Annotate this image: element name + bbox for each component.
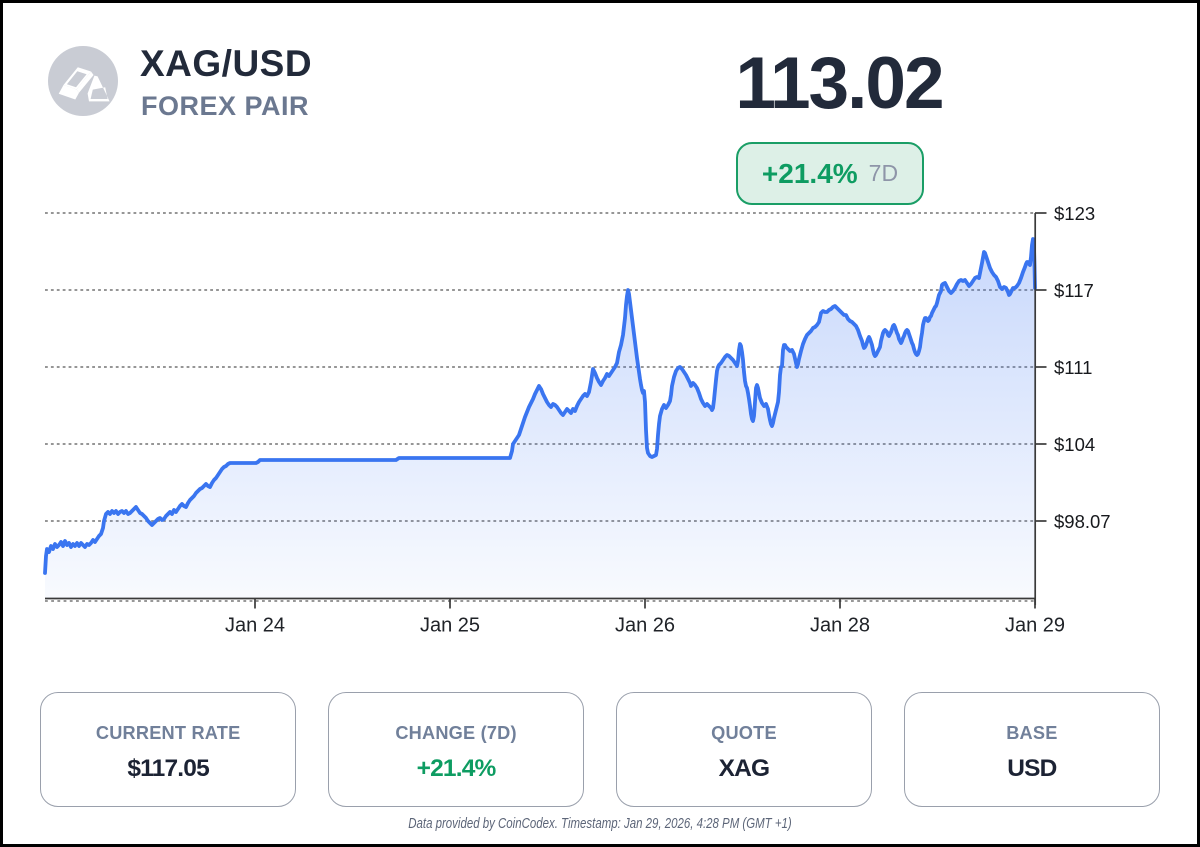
svg-text:Jan 24: Jan 24 xyxy=(225,615,285,637)
svg-text:Jan 26: Jan 26 xyxy=(615,615,675,637)
svg-text:$98.07: $98.07 xyxy=(1054,511,1111,532)
svg-text:Jan 25: Jan 25 xyxy=(420,615,480,637)
svg-text:$104: $104 xyxy=(1054,434,1095,455)
svg-text:$117: $117 xyxy=(1054,280,1094,301)
svg-text:Jan 29: Jan 29 xyxy=(1005,615,1065,637)
svg-text:$111: $111 xyxy=(1054,357,1092,378)
svg-text:Jan 28: Jan 28 xyxy=(810,615,870,637)
svg-text:$123: $123 xyxy=(1054,203,1095,224)
